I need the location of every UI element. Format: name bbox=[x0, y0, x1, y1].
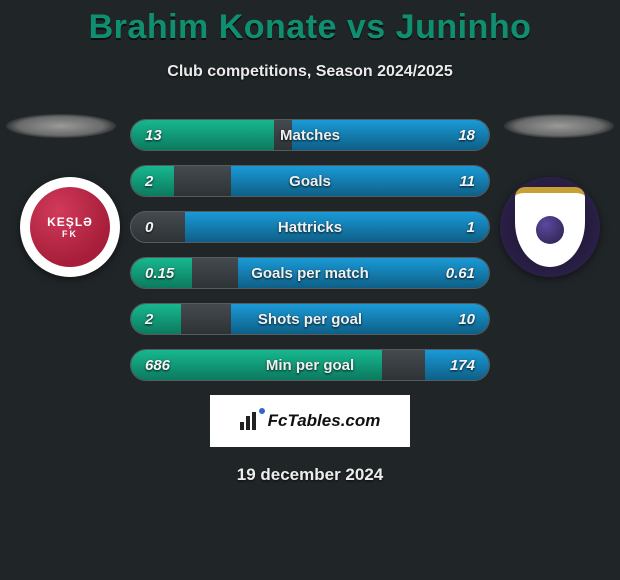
brand-dot-icon bbox=[259, 408, 265, 414]
brand-label: FcTables.com bbox=[268, 411, 381, 431]
brand-box[interactable]: FcTables.com bbox=[210, 395, 410, 447]
stat-row: Min per goal686174 bbox=[130, 349, 490, 381]
stat-fill-right bbox=[231, 166, 489, 196]
club-crest-left-sub: FK bbox=[62, 229, 78, 239]
bars-icon bbox=[240, 412, 262, 430]
stat-fill-left bbox=[131, 120, 274, 150]
stat-row: Goals211 bbox=[130, 165, 490, 197]
stat-row: Shots per goal210 bbox=[130, 303, 490, 335]
club-crest-right bbox=[500, 177, 600, 277]
stat-fill-right bbox=[231, 304, 489, 334]
club-crest-left-inner: KEŞLƏ FK bbox=[30, 187, 110, 267]
date-label: 19 december 2024 bbox=[0, 465, 620, 485]
player-shadow-right bbox=[504, 114, 614, 138]
stat-fill-right bbox=[185, 212, 489, 242]
club-crest-right-inner bbox=[515, 187, 585, 267]
stat-fill-right bbox=[292, 120, 489, 150]
stat-fill-right bbox=[425, 350, 489, 380]
stat-fill-left bbox=[131, 166, 174, 196]
stat-fill-left bbox=[131, 350, 382, 380]
comparison-area: KEŞLƏ FK Matches1318 Goals211 Hattricks01 G… bbox=[0, 119, 620, 389]
stat-bars: Matches1318 Goals211 Hattricks01 Goals per … bbox=[130, 119, 490, 395]
player-shadow-left bbox=[6, 114, 116, 138]
stat-row: Goals per match0.150.61 bbox=[130, 257, 490, 289]
subtitle: Club competitions, Season 2024/2025 bbox=[0, 63, 620, 81]
club-crest-left-label: KEŞLƏ bbox=[47, 215, 93, 229]
stat-fill-right bbox=[238, 258, 489, 288]
page-title: Brahim Konate vs Juninho bbox=[0, 0, 620, 47]
stat-row: Hattricks01 bbox=[130, 211, 490, 243]
stat-fill-left bbox=[131, 258, 192, 288]
stat-value-left: 0 bbox=[145, 212, 153, 242]
stat-fill-left bbox=[131, 304, 181, 334]
club-crest-left: KEŞLƏ FK bbox=[20, 177, 120, 277]
stat-row: Matches1318 bbox=[130, 119, 490, 151]
ball-icon bbox=[536, 216, 564, 244]
